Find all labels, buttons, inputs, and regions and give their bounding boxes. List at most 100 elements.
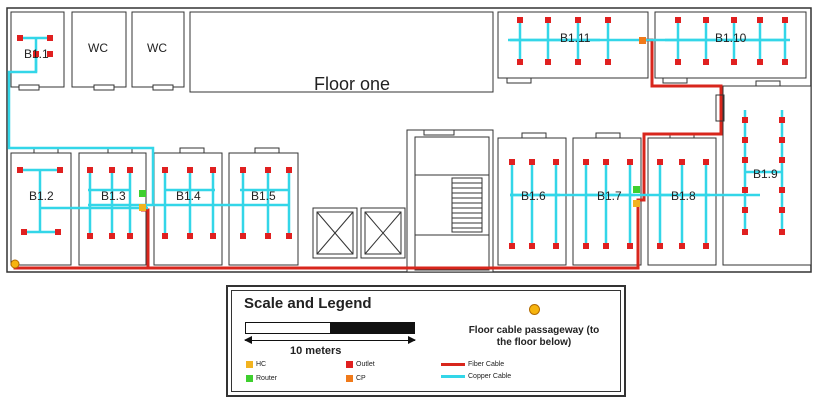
outlet-marker xyxy=(675,17,681,23)
outlet-marker xyxy=(21,229,27,235)
floor-plan: Floor one B1.1 WC WC B1.2 B1.3 B1.4 B1.5… xyxy=(6,7,812,273)
legend-router: Router xyxy=(246,375,277,382)
outlet-marker xyxy=(162,233,168,239)
outlet-marker xyxy=(265,167,271,173)
outlet-marker xyxy=(162,167,168,173)
outlet-marker xyxy=(779,229,785,235)
fiber-cable xyxy=(13,38,723,270)
outlet-marker xyxy=(187,233,193,239)
outlet-marker xyxy=(605,17,611,23)
outlet-marker xyxy=(286,167,292,173)
outlet-marker xyxy=(627,243,633,249)
room-b1-9 xyxy=(722,85,812,266)
outlet-marker xyxy=(553,243,559,249)
outlet-marker xyxy=(757,17,763,23)
scale-label: 10 meters xyxy=(290,345,342,357)
outlet-marker xyxy=(127,167,133,173)
legend-cp: CP xyxy=(346,375,366,382)
outlet-marker xyxy=(742,187,748,193)
outlet-marker xyxy=(509,159,515,165)
room-label-wc-a: WC xyxy=(88,41,108,55)
outlet-marker xyxy=(779,157,785,163)
outlet-marker xyxy=(731,17,737,23)
legend-copper: Copper Cable xyxy=(441,373,511,380)
room-label-b1-9: B1.9 xyxy=(753,167,778,181)
floor-cable-passageway-icon xyxy=(10,259,20,269)
outlet-marker xyxy=(17,167,23,173)
legend-title: Scale and Legend xyxy=(244,295,372,312)
outlet-marker xyxy=(265,233,271,239)
outlet-marker xyxy=(47,51,53,57)
outlet-marker xyxy=(779,207,785,213)
outlet-marker xyxy=(553,159,559,165)
hc-icon xyxy=(633,200,640,207)
outlet-marker xyxy=(703,243,709,249)
outlet-marker xyxy=(47,35,53,41)
outlet-marker xyxy=(240,233,246,239)
outlet-marker xyxy=(545,59,551,65)
outlet-marker xyxy=(509,243,515,249)
outlet-marker xyxy=(109,167,115,173)
outlet-marker xyxy=(33,51,39,57)
outlet-marker xyxy=(742,207,748,213)
room-label-b1-2: B1.2 xyxy=(29,189,54,203)
fiber-line xyxy=(441,363,465,366)
outlet-marker xyxy=(679,243,685,249)
stairwell xyxy=(406,129,494,273)
room-label-b1-8: B1.8 xyxy=(671,189,696,203)
outlet-label: Outlet xyxy=(356,361,375,368)
outlet-marker xyxy=(55,229,61,235)
outlet-marker xyxy=(603,159,609,165)
outlet-marker xyxy=(675,59,681,65)
outlet-marker xyxy=(742,117,748,123)
outlet-marker xyxy=(703,159,709,165)
passageway-icon xyxy=(529,304,540,315)
outlet-marker xyxy=(742,137,748,143)
outlet-marker xyxy=(782,17,788,23)
router-icon xyxy=(633,186,640,193)
outlet-marker xyxy=(87,233,93,239)
passageway-label: Floor cable passageway (to the floor bel… xyxy=(468,325,600,348)
outlet-swatch xyxy=(346,361,353,368)
legend-fiber: Fiber Cable xyxy=(441,361,504,368)
cp-swatch xyxy=(346,375,353,382)
outlet-marker xyxy=(679,159,685,165)
stair-steps xyxy=(451,177,483,233)
hc-icon xyxy=(139,204,146,211)
outlet-marker xyxy=(240,167,246,173)
outlet-marker xyxy=(517,17,523,23)
legend-outlet: Outlet xyxy=(346,361,375,368)
outlet-marker xyxy=(575,59,581,65)
scale-bar xyxy=(245,322,415,334)
copper-line xyxy=(441,375,465,378)
outlet-marker xyxy=(57,167,63,173)
outlet-marker xyxy=(210,233,216,239)
outlet-marker xyxy=(286,233,292,239)
cp-label: CP xyxy=(356,375,366,382)
room-label-b1-10: B1.10 xyxy=(715,31,747,45)
router-swatch xyxy=(246,375,253,382)
outlet-marker xyxy=(127,233,133,239)
outlet-marker xyxy=(109,233,115,239)
outlet-marker xyxy=(605,59,611,65)
room-label-b1-5: B1.5 xyxy=(251,189,276,203)
outlet-marker xyxy=(703,59,709,65)
scale-arrow xyxy=(244,336,416,344)
outlet-marker xyxy=(779,117,785,123)
outlet-marker xyxy=(575,17,581,23)
outlet-marker xyxy=(779,137,785,143)
copper-label: Copper Cable xyxy=(468,373,512,380)
floor-title: Floor one xyxy=(314,74,390,94)
outlet-marker xyxy=(87,167,93,173)
outlet-marker xyxy=(742,157,748,163)
outlet-marker xyxy=(583,243,589,249)
outlet-marker xyxy=(731,59,737,65)
outlet-marker xyxy=(545,17,551,23)
outlet-marker xyxy=(657,159,663,165)
room-label-b1-4: B1.4 xyxy=(176,189,201,203)
hc-label: HC xyxy=(256,361,267,368)
room-label-b1-3: B1.3 xyxy=(101,189,126,203)
outlet-marker xyxy=(627,159,633,165)
room-label-b1-11: B1.11 xyxy=(560,31,591,45)
outlet-marker xyxy=(703,17,709,23)
